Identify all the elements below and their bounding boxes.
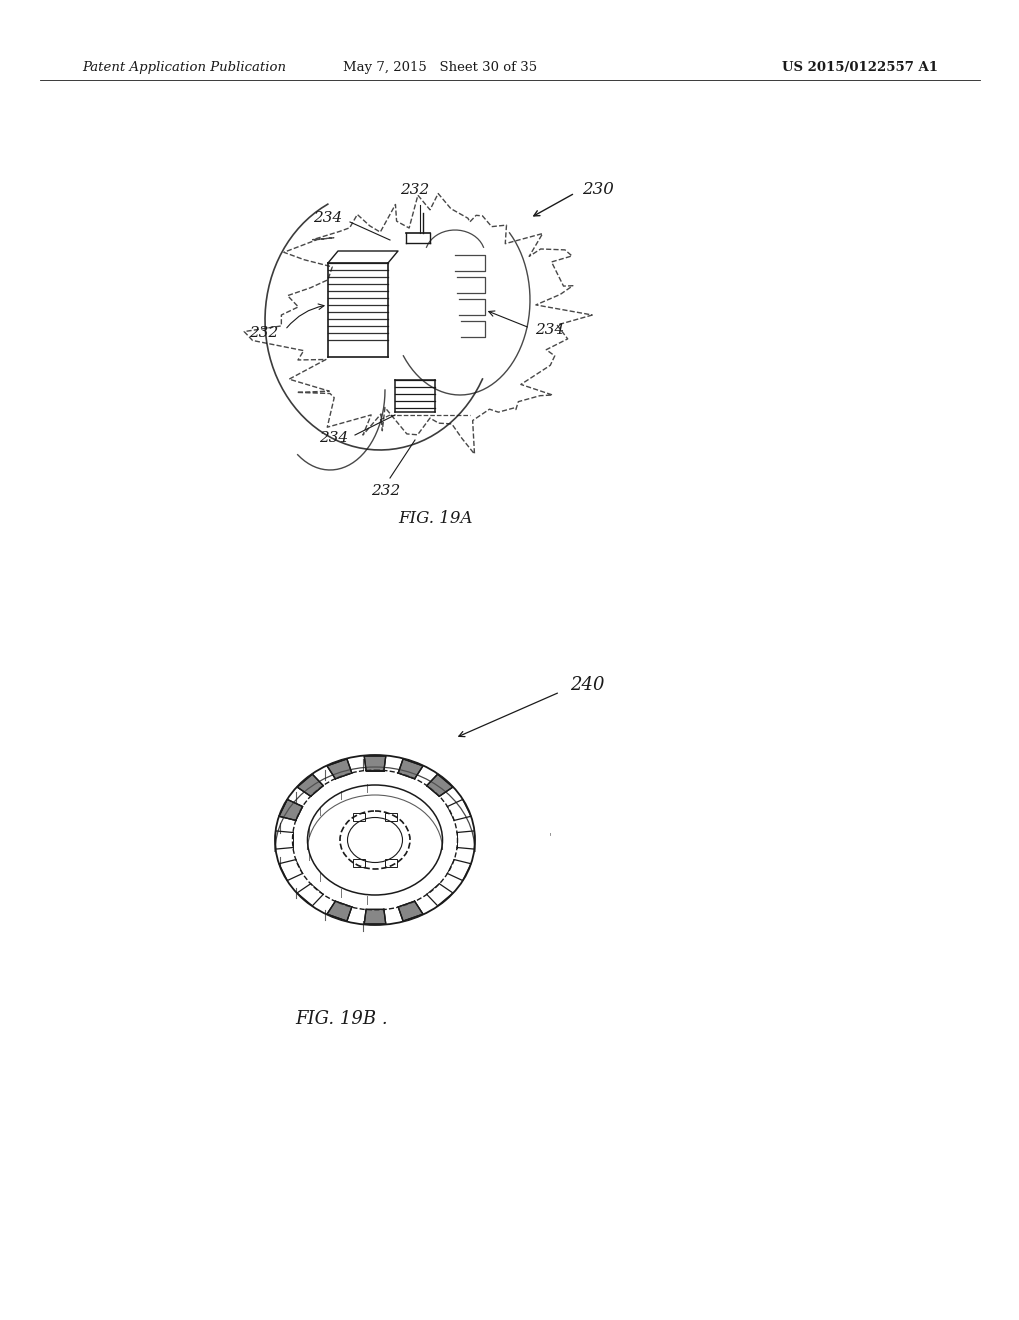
Text: 240: 240	[570, 676, 604, 694]
Text: 230: 230	[582, 181, 613, 198]
Bar	[353, 813, 365, 821]
Text: May 7, 2015   Sheet 30 of 35: May 7, 2015 Sheet 30 of 35	[342, 62, 537, 74]
Polygon shape	[426, 774, 452, 796]
Text: 232: 232	[400, 183, 429, 197]
Bar	[353, 859, 365, 867]
Text: 232: 232	[249, 326, 278, 341]
Polygon shape	[397, 902, 423, 921]
Text: 234: 234	[535, 323, 564, 337]
Text: ': '	[548, 832, 551, 842]
Text: FIG. 19A: FIG. 19A	[397, 510, 472, 527]
Text: 232: 232	[371, 484, 400, 498]
Polygon shape	[279, 800, 303, 821]
Polygon shape	[327, 902, 352, 921]
Bar	[384, 859, 396, 867]
Text: FIG. 19B .: FIG. 19B .	[294, 1010, 387, 1028]
Text: 234: 234	[318, 432, 347, 445]
Text: US 2015/0122557 A1: US 2015/0122557 A1	[782, 62, 937, 74]
Polygon shape	[364, 756, 385, 771]
Polygon shape	[397, 759, 423, 779]
Polygon shape	[364, 909, 385, 924]
Polygon shape	[297, 774, 323, 796]
Bar	[384, 813, 396, 821]
Text: 234: 234	[313, 211, 341, 224]
Text: Patent Application Publication: Patent Application Publication	[82, 62, 285, 74]
Polygon shape	[327, 759, 352, 779]
